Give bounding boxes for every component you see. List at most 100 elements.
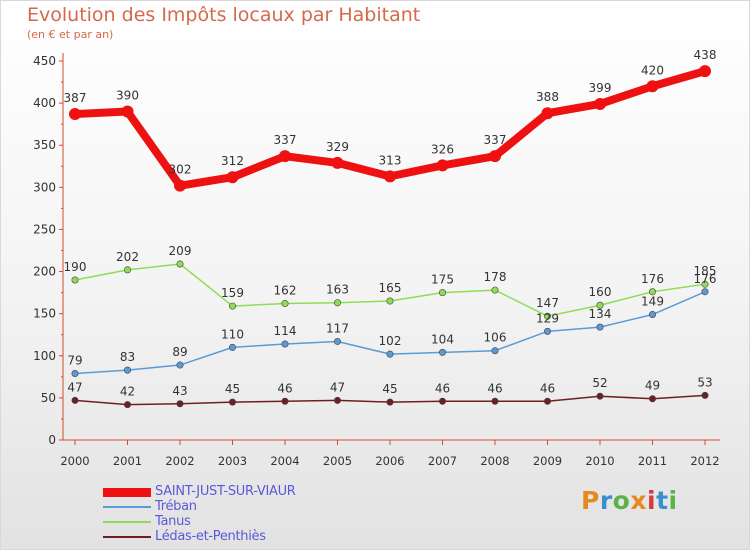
data-point [124, 401, 132, 409]
logo-letter: P [581, 486, 600, 515]
data-label: 312 [221, 154, 244, 168]
logo-letter: o [612, 486, 631, 515]
data-label: 185 [694, 264, 717, 278]
data-point [699, 65, 711, 78]
data-label: 420 [641, 63, 664, 77]
data-label: 159 [221, 286, 244, 300]
data-point [71, 396, 79, 404]
data-label: 47 [67, 380, 82, 394]
x-tick-label: 2012 [690, 454, 719, 468]
data-point [333, 337, 341, 345]
logo-letter: x [630, 486, 647, 515]
data-label: 114 [274, 324, 297, 338]
data-point [438, 348, 446, 356]
data-point [596, 323, 604, 331]
data-point [229, 343, 237, 351]
data-point [174, 179, 186, 192]
data-point [648, 288, 656, 296]
data-point [71, 276, 79, 284]
data-point [701, 391, 709, 399]
data-label: 43 [172, 384, 187, 398]
data-label: 337 [274, 133, 297, 147]
data-point [386, 398, 394, 406]
data-point [596, 301, 604, 309]
logo-letter: t [656, 486, 669, 515]
y-tick-label: 200 [33, 265, 56, 279]
legend-label: Lédas-et-Penthiès [155, 529, 266, 544]
data-label: 46 [435, 381, 450, 395]
data-label: 202 [116, 250, 139, 264]
logo-letter: i [647, 486, 657, 515]
x-tick-label: 2010 [585, 454, 614, 468]
y-tick-label: 400 [33, 96, 56, 110]
legend-swatch [103, 535, 151, 539]
data-label: 160 [589, 285, 612, 299]
data-label: 45 [225, 382, 240, 396]
x-tick-label: 2002 [165, 454, 194, 468]
data-label: 178 [484, 270, 507, 284]
data-label: 46 [540, 381, 555, 395]
data-point [176, 260, 184, 268]
data-label: 147 [536, 296, 559, 310]
x-tick-label: 2006 [375, 454, 404, 468]
data-label: 79 [67, 353, 82, 367]
data-point [124, 366, 132, 374]
data-label: 176 [694, 272, 717, 286]
data-point [333, 396, 341, 404]
data-point [176, 400, 184, 408]
y-tick-label: 250 [33, 222, 56, 236]
data-point [124, 266, 132, 274]
data-point [491, 397, 499, 405]
data-label: 163 [326, 283, 349, 297]
data-point [491, 286, 499, 294]
data-point [543, 327, 551, 335]
chart-subtitle: (en € et par an) [27, 28, 114, 41]
data-label: 104 [431, 332, 454, 346]
data-label: 46 [487, 381, 502, 395]
data-label: 388 [536, 90, 559, 104]
data-label: 129 [536, 311, 559, 325]
legend-swatch [103, 505, 151, 509]
logo-letter: i [668, 486, 678, 515]
data-point [229, 398, 237, 406]
data-label: 399 [589, 81, 612, 95]
x-tick-label: 2000 [60, 454, 89, 468]
x-tick-label: 2001 [113, 454, 142, 468]
data-point [543, 397, 551, 405]
x-tick-label: 2009 [533, 454, 562, 468]
legend-label: Tanus [155, 514, 191, 529]
data-label: 49 [645, 379, 660, 393]
data-point [543, 312, 551, 320]
data-label: 302 [169, 163, 192, 177]
data-point [331, 156, 344, 169]
data-label: 326 [431, 142, 454, 156]
data-label: 176 [641, 272, 664, 286]
data-point [229, 302, 237, 310]
data-point [281, 340, 289, 348]
data-label: 190 [64, 260, 87, 274]
y-tick-label: 150 [33, 307, 56, 321]
y-tick-label: 350 [33, 138, 56, 152]
data-label: 83 [120, 350, 135, 364]
data-label: 102 [379, 334, 402, 348]
data-label: 42 [120, 385, 135, 399]
data-point [594, 97, 606, 110]
data-point [281, 397, 289, 405]
data-point [596, 392, 604, 400]
data-point [646, 80, 659, 93]
data-point [333, 299, 341, 307]
x-tick-label: 2005 [323, 454, 352, 468]
data-label: 165 [379, 281, 402, 295]
data-point [69, 108, 81, 121]
y-tick-label: 300 [33, 180, 56, 194]
data-label: 329 [326, 140, 349, 154]
data-point [648, 395, 656, 403]
data-label: 53 [697, 375, 712, 389]
chart-title: Evolution des Impôts locaux par Habitant [27, 4, 421, 26]
data-point [438, 289, 446, 297]
data-label: 390 [116, 89, 139, 103]
data-point [386, 350, 394, 358]
data-label: 162 [274, 284, 297, 298]
x-tick-label: 2007 [428, 454, 457, 468]
